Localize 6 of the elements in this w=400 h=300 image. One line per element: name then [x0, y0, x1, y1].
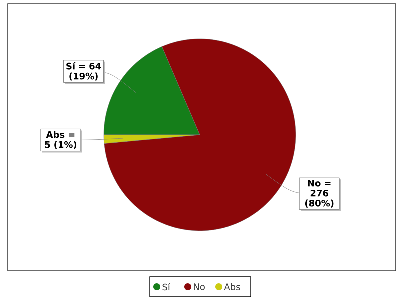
- legend-label: Abs: [224, 284, 240, 290]
- data-label: Abs = 5 (1%): [45, 131, 77, 150]
- data-label: Sí = 64 (19%): [66, 62, 102, 81]
- legend-label: Sí: [162, 283, 171, 291]
- legend-label: No: [194, 284, 205, 290]
- data-label: No = 276 (80%): [305, 180, 334, 208]
